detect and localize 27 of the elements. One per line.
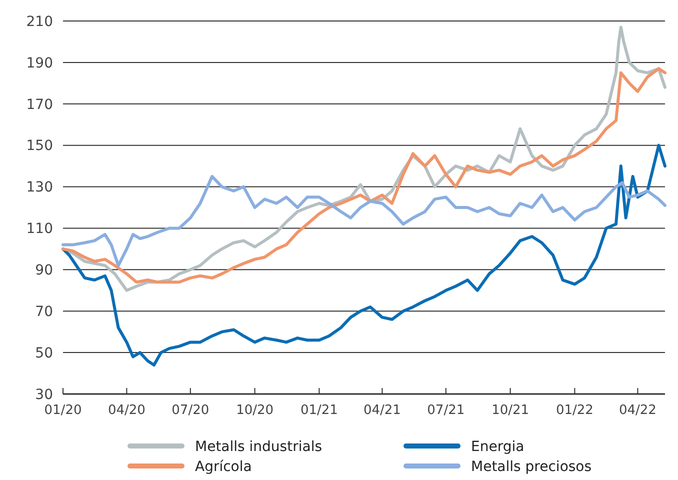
y-tick-label: 30 bbox=[35, 386, 53, 403]
line-series bbox=[62, 144, 666, 366]
x-tick-label: 04/22 bbox=[618, 403, 656, 418]
x-tick-label: 10/20 bbox=[236, 403, 274, 418]
y-tick-label: 50 bbox=[35, 345, 53, 362]
y-tick-label: 170 bbox=[26, 96, 53, 113]
x-tick-label: 01/20 bbox=[44, 403, 82, 418]
x-tick-label: 07/20 bbox=[172, 403, 210, 418]
legend-label: Metalls industrials bbox=[195, 438, 322, 455]
x-tick-label: 07/21 bbox=[427, 403, 465, 418]
y-tick-label: 210 bbox=[26, 14, 53, 30]
legend-label: Energia bbox=[471, 438, 524, 455]
x-tick-label: 10/21 bbox=[492, 403, 530, 418]
x-tick-label: 01/21 bbox=[300, 403, 338, 418]
legend-label: Metalls preciosos bbox=[471, 458, 592, 475]
y-tick-label: 190 bbox=[26, 55, 53, 72]
x-tick-label: 04/20 bbox=[108, 403, 146, 418]
legend-label: Agrícola bbox=[195, 458, 252, 475]
x-tick-label: 01/22 bbox=[556, 403, 594, 418]
y-tick-label: 90 bbox=[35, 262, 53, 279]
y-tick-label: 70 bbox=[35, 304, 53, 320]
x-tick-label: 04/21 bbox=[363, 403, 401, 418]
line-series bbox=[62, 67, 666, 284]
y-tick-label: 110 bbox=[26, 221, 53, 238]
line-series bbox=[62, 174, 666, 268]
y-tick-label: 150 bbox=[26, 138, 53, 154]
y-tick-label: 130 bbox=[26, 180, 53, 196]
